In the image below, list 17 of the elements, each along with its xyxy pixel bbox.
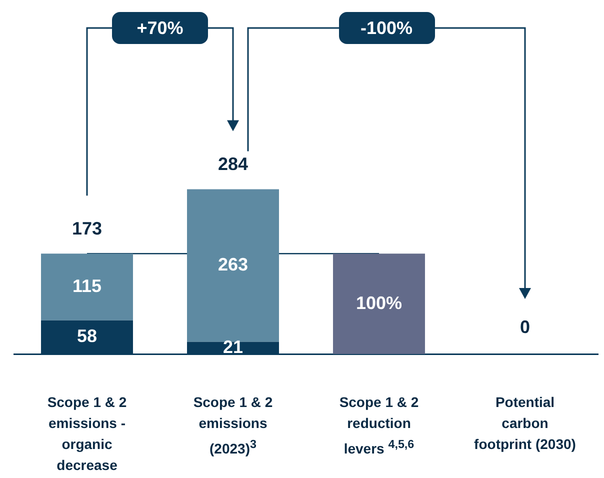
- data-label: 58: [76, 326, 98, 346]
- data-label: 21: [222, 336, 244, 357]
- x-tick-label: Potential carbon footprint (2030): [473, 393, 577, 454]
- x-tick-label: Scope 1 & 2 reduction levers $^{4,5,6}$: [338, 393, 420, 459]
- bar: [333, 254, 425, 354]
- bar: [187, 189, 279, 342]
- text: -100%: [338, 12, 434, 44]
- annotation: 100%: [356, 292, 402, 313]
- x-tick-label: Scope 1 & 2 emissions - organic decrease: [46, 393, 128, 475]
- total-label: 173: [72, 218, 102, 239]
- x-tick-label: Scope 1 & 2 emissions (2023)$^{3}$: [192, 393, 274, 459]
- data-label: 263: [218, 254, 248, 275]
- data-label: 0: [520, 316, 530, 337]
- total-label: 284: [218, 154, 248, 174]
- data-label: 115: [72, 276, 102, 296]
- bar: [41, 254, 133, 320]
- text: +70%: [112, 12, 208, 44]
